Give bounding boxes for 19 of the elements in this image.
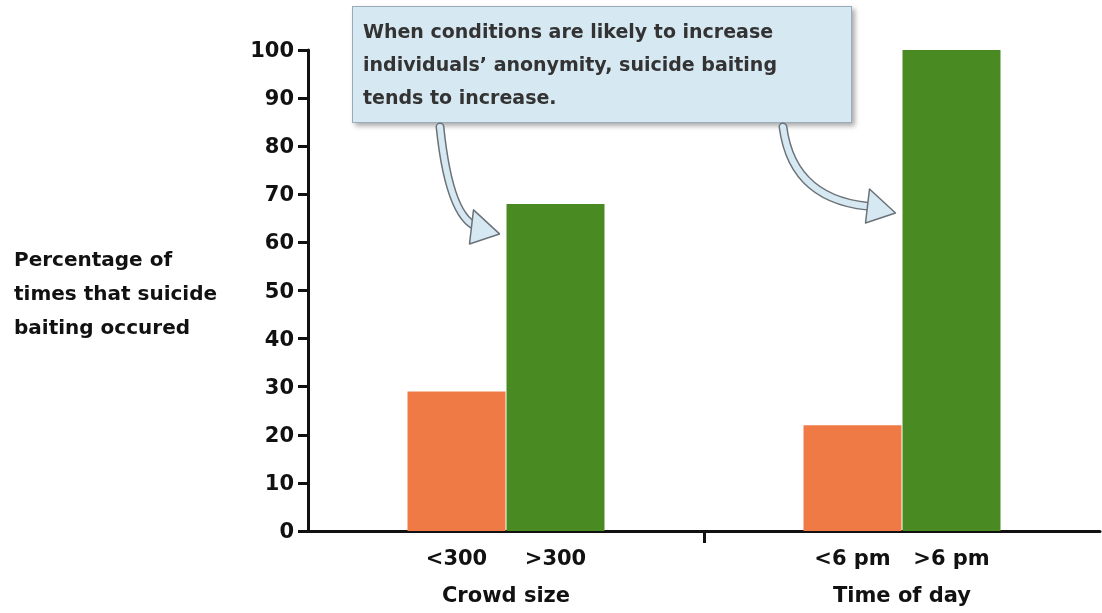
y-tick-label: 80 — [264, 134, 294, 159]
text: Time of day — [832, 583, 972, 607]
x-tick-label: <300 — [425, 545, 488, 570]
x-tick-label: >300 — [524, 545, 587, 570]
y-tick-label: 100 — [250, 38, 294, 62]
y-tick-label: 10 — [264, 470, 294, 495]
y-tick-label: 90 — [264, 86, 294, 111]
y-tick-label: 30 — [264, 374, 294, 399]
y-tick-label: 50 — [264, 278, 294, 303]
text: Crowd size — [441, 583, 571, 607]
y-tick-label: 0 — [279, 519, 294, 543]
y-tick-label: 60 — [264, 230, 294, 255]
y-tick-label: 40 — [264, 326, 294, 351]
x-tick-label: >6 pm — [913, 545, 990, 570]
y-axis-title: Percentage of times that suicide baiting occured — [14, 246, 219, 341]
y-tick-label: 20 — [264, 422, 294, 447]
y-tick-label: 70 — [264, 182, 294, 207]
callout-box: When conditions are likely to increase individuals’ anonymity, suicide baiting tends to increase. — [352, 6, 852, 123]
x-tick-label: <6 pm — [814, 545, 891, 570]
